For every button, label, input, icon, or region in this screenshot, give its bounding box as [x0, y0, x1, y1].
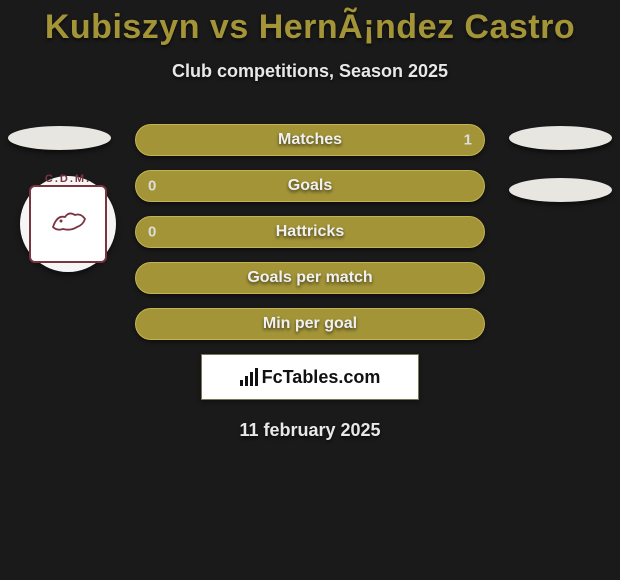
stats-rows: Matches 1 0 Goals 0 Hattricks Goals per … [135, 124, 485, 340]
decor-ellipse-top-left [8, 126, 111, 150]
club-badge: C.D.M. [20, 176, 116, 272]
decor-ellipse-top-right [509, 126, 612, 150]
stat-row: Matches 1 [135, 124, 485, 156]
club-badge-icon [49, 203, 89, 235]
stat-row: Min per goal [135, 308, 485, 340]
stat-left-value: 0 [148, 178, 156, 195]
stat-right-value: 1 [464, 132, 472, 149]
stat-label: Min per goal [263, 315, 357, 333]
decor-ellipse-bottom-right [509, 178, 612, 202]
stat-label: Goals per match [247, 269, 372, 287]
source-logo-text: FcTables.com [262, 367, 381, 388]
stat-label: Hattricks [276, 223, 344, 241]
stat-label: Goals [288, 177, 332, 195]
stat-label: Matches [278, 131, 342, 149]
page-title: Kubiszyn vs HernÃ¡ndez Castro [0, 0, 620, 47]
stat-row: Goals per match [135, 262, 485, 294]
club-badge-text: C.D.M. [31, 173, 105, 185]
stat-row: 0 Goals [135, 170, 485, 202]
source-logo: FcTables.com [201, 354, 419, 400]
date-text: 11 february 2025 [0, 420, 620, 441]
bar-chart-icon-bar [245, 376, 248, 386]
bar-chart-icon [240, 368, 258, 386]
stat-row: 0 Hattricks [135, 216, 485, 248]
bar-chart-icon-bar [250, 372, 253, 386]
stat-left-value: 0 [148, 224, 156, 241]
bar-chart-icon-bar [240, 380, 243, 386]
subtitle: Club competitions, Season 2025 [0, 61, 620, 82]
bar-chart-icon-bar [255, 368, 258, 386]
